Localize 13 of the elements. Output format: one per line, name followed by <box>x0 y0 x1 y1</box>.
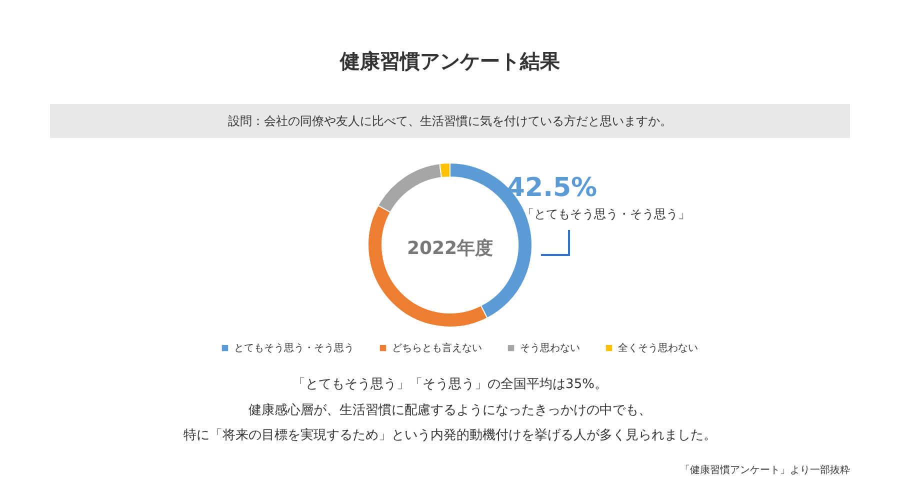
legend-label: そう思わない <box>520 343 580 354</box>
text: 特に「将来の目標を実現するため」という内発的動機付けを挙げる人が多く見られました。 <box>184 427 716 443</box>
text: 「とてもそう思う・そう思う」 <box>522 207 690 221</box>
text: 健康感心層が、生活習慣に配慮するようになったきっかけの中でも、 <box>248 402 652 418</box>
text: 「とてもそう思う」「そう思う」の全国平均は35%。 <box>292 377 608 392</box>
chart-title: 健康習慣アンケート結果 <box>339 49 561 73</box>
legend-label: どちらとも言えない <box>392 342 482 354</box>
data-label: 42.5% <box>506 173 598 203</box>
text: 2022年度 <box>406 238 494 259</box>
legend-label: 全くそう思わない <box>618 342 698 354</box>
text: 「健康習慣アンケート」より一部抜粋 <box>680 464 850 476</box>
legend-label: とてもそう思う・そう思う <box>234 343 354 354</box>
chart-subtitle: 設問：会社の同僚や友人に比べて、生活習慣に気を付けている方だと思いますか。 <box>228 114 672 128</box>
